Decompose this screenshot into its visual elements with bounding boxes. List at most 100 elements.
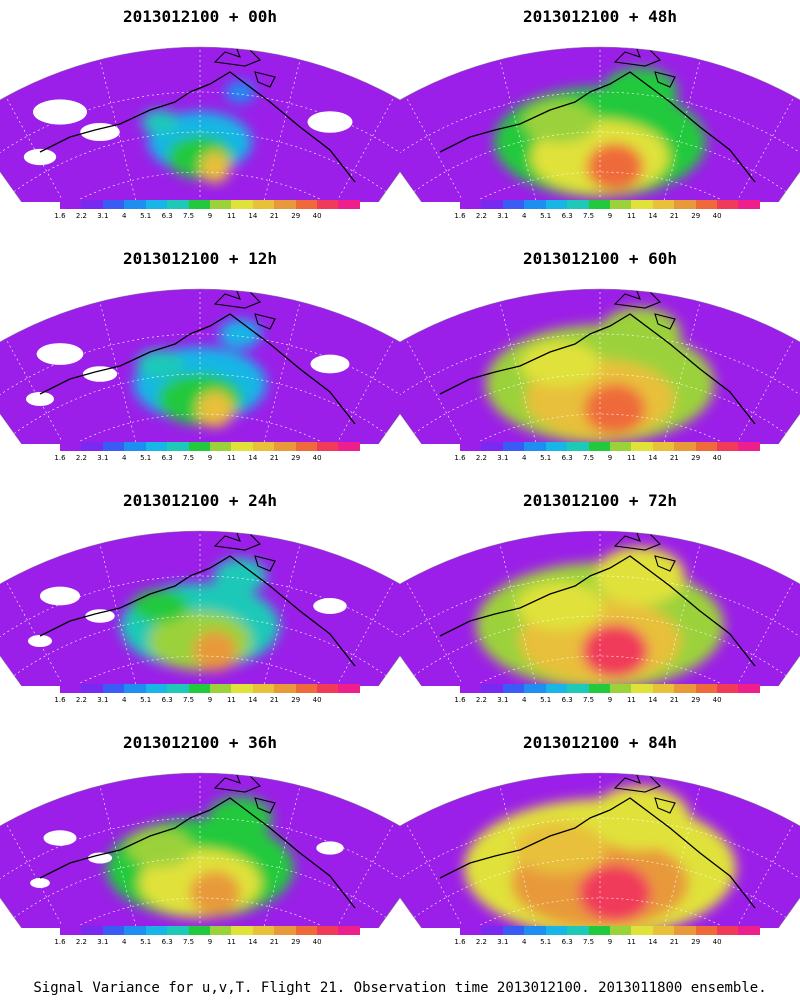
colorbar-swatch bbox=[252, 926, 275, 935]
colorbar-tick-label: 4 bbox=[522, 212, 527, 220]
colorbar-tick-label: 14 bbox=[648, 212, 658, 220]
colorbar-swatch bbox=[188, 442, 210, 451]
colorbar-tick-label: 14 bbox=[248, 696, 258, 704]
colorbar-swatch bbox=[481, 926, 503, 935]
colorbar-tick-label: 14 bbox=[248, 212, 258, 220]
colorbar-ticks: 1.6 2.2 3.1 4 5.1 6.3 7.5 9 11 14 21 29 40 bbox=[454, 696, 760, 706]
colorbar-tick-label: 6.3 bbox=[161, 212, 173, 220]
colorbar-swatch bbox=[274, 926, 296, 935]
colorbar-tick-label: 4 bbox=[522, 454, 527, 462]
colorbar-swatch bbox=[674, 442, 696, 451]
colorbar-swatch bbox=[652, 442, 675, 451]
colorbar-swatch bbox=[588, 926, 610, 935]
colorbar-tick-label: 3.1 bbox=[97, 938, 109, 946]
colorbar-swatch bbox=[338, 200, 360, 209]
colorbar-swatch bbox=[717, 442, 739, 451]
colorbar-swatch bbox=[167, 926, 189, 935]
colorbar-tick-label: 7.5 bbox=[182, 212, 195, 220]
colorbar-tick-label: 14 bbox=[248, 938, 258, 946]
colorbar-tick-label: 11 bbox=[626, 938, 636, 946]
colorbar-swatch bbox=[167, 684, 189, 693]
colorbar-swatch bbox=[695, 926, 718, 935]
colorbar-tick-label: 9 bbox=[607, 212, 613, 220]
colorbar-tick-label: 40 bbox=[712, 454, 722, 462]
colorbar-swatch bbox=[295, 926, 318, 935]
colorbar-tick-label: 7.5 bbox=[182, 696, 195, 704]
colorbar-swatch bbox=[60, 442, 82, 451]
colorbar-swatch bbox=[717, 684, 739, 693]
colorbar-swatch bbox=[674, 200, 696, 209]
colorbar-tick-label: 11 bbox=[226, 938, 236, 946]
colorbar-tick-label: 21 bbox=[269, 454, 279, 462]
map-panel-72h: 2013012100 + 72h 1.6 2.2 3.1 4 5.1 6.3 7.5 9 11 14… bbox=[400, 488, 800, 733]
colorbar-tick-label: 14 bbox=[648, 454, 658, 462]
colorbar-swatch bbox=[124, 684, 146, 693]
colorbar-tick-label: 3.1 bbox=[97, 696, 109, 704]
colorbar-tick-label: 7.5 bbox=[182, 938, 195, 946]
variance-map bbox=[0, 288, 400, 444]
colorbar-swatch bbox=[145, 200, 168, 209]
colorbar-swatch bbox=[167, 442, 189, 451]
colorbar-tick-label: 1.6 bbox=[54, 696, 66, 704]
colorbar-tick-label: 29 bbox=[691, 696, 701, 704]
colorbar-swatch bbox=[102, 200, 125, 209]
colorbar-swatch bbox=[631, 200, 653, 209]
colorbar-tick-label: 7.5 bbox=[582, 454, 595, 462]
colorbar-swatch bbox=[338, 684, 360, 693]
colorbar-swatch bbox=[295, 684, 318, 693]
panel-title: 2013012100 + 48h bbox=[522, 7, 678, 26]
colorbar-swatch bbox=[252, 684, 275, 693]
panel-title: 2013012100 + 60h bbox=[522, 249, 678, 268]
colorbar-swatch bbox=[588, 200, 610, 209]
colorbar-swatch bbox=[145, 442, 168, 451]
colorbar-tick-label: 2.2 bbox=[475, 212, 487, 220]
map-panel-84h: 2013012100 + 84h 1.6 2.2 3.1 4 5.1 6.3 7.5 9 11 14… bbox=[400, 730, 800, 975]
colorbar-tick-label: 2.2 bbox=[475, 696, 487, 704]
variance-map bbox=[0, 772, 400, 928]
colorbar-tick-label: 1.6 bbox=[454, 212, 466, 220]
colorbar-tick-label: 14 bbox=[248, 454, 258, 462]
colorbar-swatch bbox=[524, 442, 546, 451]
figure-caption: Signal Variance for u,v,T. Flight 21. Ob… bbox=[33, 980, 767, 996]
variance-map bbox=[400, 288, 800, 444]
colorbar-swatch bbox=[738, 200, 760, 209]
colorbar-swatch bbox=[588, 442, 610, 451]
colorbar-tick-label: 4 bbox=[122, 212, 127, 220]
colorbar-swatch bbox=[524, 200, 546, 209]
colorbar-tick-label: 21 bbox=[669, 454, 679, 462]
colorbar-tick-label: 7.5 bbox=[582, 212, 595, 220]
colorbar-tick-label: 3.1 bbox=[497, 212, 509, 220]
colorbar-tick-label: 2.2 bbox=[475, 938, 487, 946]
colorbar-swatch bbox=[145, 926, 168, 935]
colorbar-tick-label: 2.2 bbox=[75, 212, 87, 220]
colorbar-tick-label: 7.5 bbox=[582, 938, 595, 946]
panel-title: 2013012100 + 12h bbox=[122, 249, 278, 268]
colorbar-tick-label: 6.3 bbox=[161, 696, 173, 704]
colorbar-tick-label: 7.5 bbox=[582, 696, 595, 704]
colorbar-tick-label: 6.3 bbox=[561, 696, 573, 704]
colorbar-tick-label: 7.5 bbox=[182, 454, 195, 462]
map-panel-48h: 2013012100 + 48h 1.6 2.2 3.1 4 5.1 6.3 7.5 9 11 14… bbox=[400, 4, 800, 249]
colorbar-swatch bbox=[738, 926, 760, 935]
colorbar-tick-label: 6.3 bbox=[161, 938, 173, 946]
colorbar-swatch bbox=[567, 926, 589, 935]
colorbar-tick-label: 40 bbox=[712, 696, 722, 704]
colorbar-swatch bbox=[631, 926, 653, 935]
colorbar-tick-label: 21 bbox=[669, 696, 679, 704]
colorbar-swatch bbox=[609, 926, 632, 935]
colorbar-tick-label: 29 bbox=[691, 938, 701, 946]
colorbar-swatch bbox=[81, 200, 103, 209]
variance-map bbox=[0, 46, 400, 202]
colorbar-swatch bbox=[102, 442, 125, 451]
colorbar bbox=[60, 200, 360, 209]
colorbar-tick-label: 5.1 bbox=[140, 212, 152, 220]
colorbar-swatch bbox=[231, 926, 253, 935]
colorbar-tick-label: 9 bbox=[607, 938, 613, 946]
colorbar-tick-label: 40 bbox=[312, 938, 322, 946]
colorbar-swatch bbox=[102, 684, 125, 693]
colorbar-tick-label: 1.6 bbox=[54, 212, 66, 220]
colorbar-swatch bbox=[188, 200, 210, 209]
colorbar-swatch bbox=[481, 200, 503, 209]
colorbar-swatch bbox=[338, 442, 360, 451]
colorbar-tick-label: 14 bbox=[648, 938, 658, 946]
